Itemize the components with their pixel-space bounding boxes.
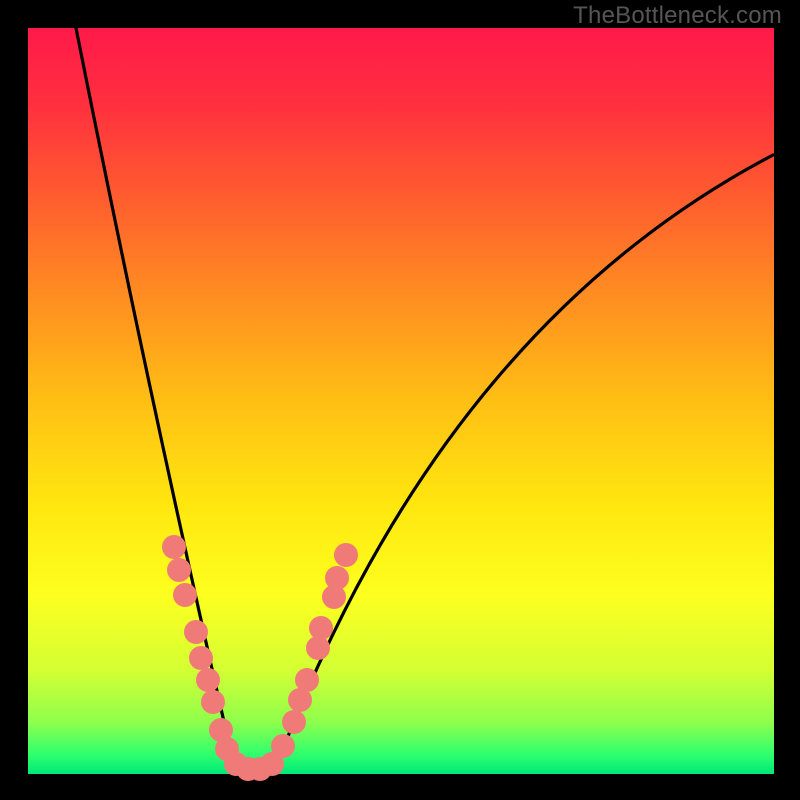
chart-stage: TheBottleneck.com (0, 0, 800, 800)
data-marker (189, 646, 213, 670)
data-marker (162, 535, 186, 559)
chart-svg (0, 0, 800, 800)
data-marker (271, 734, 295, 758)
data-marker (173, 583, 197, 607)
data-marker (196, 668, 220, 692)
data-marker (167, 558, 191, 582)
data-marker (184, 620, 208, 644)
gradient-plot-area (28, 28, 774, 774)
data-marker (201, 690, 225, 714)
data-marker (309, 616, 333, 640)
data-marker (282, 710, 306, 734)
data-marker (334, 543, 358, 567)
data-marker (325, 566, 349, 590)
data-marker (295, 668, 319, 692)
